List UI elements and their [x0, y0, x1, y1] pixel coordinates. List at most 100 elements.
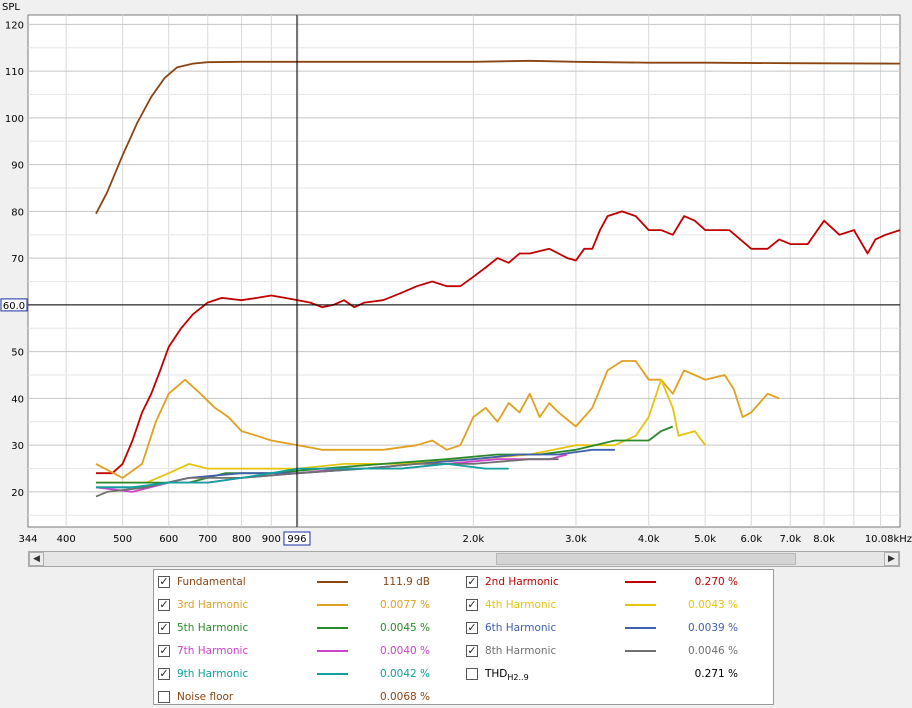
legend-item: ✓ 3rd Harmonic 0.0077 % — [154, 596, 460, 616]
legend-value: 0.0042 % — [379, 668, 430, 680]
legend-swatch — [317, 650, 348, 652]
legend-item: ✓ 6th Harmonic 0.0039 % — [462, 619, 768, 639]
series-line — [95, 59, 901, 215]
y-tick-label: 40 — [11, 394, 24, 405]
legend-checkbox[interactable] — [466, 668, 478, 680]
legend-checkbox[interactable] — [158, 691, 170, 703]
legend-panel: ✓ Fundamental 111.9 dB ✓ 2nd Harmonic 0.270 %… — [153, 569, 774, 705]
legend-swatch — [625, 627, 656, 629]
legend-label-text: 9th Harmonic — [177, 668, 249, 680]
series-line — [96, 210, 901, 475]
x-tick-label: 10.08kHz — [865, 534, 912, 545]
legend-label-text: 3rd Harmonic — [177, 599, 249, 611]
legend-label-text: 2nd Harmonic — [485, 576, 559, 588]
legend-item: ✓ 8th Harmonic 0.0046 % — [462, 642, 768, 662]
legend-swatch — [625, 650, 656, 652]
legend-label: 5th Harmonic — [177, 622, 248, 634]
x-tick-label: 6.0k — [740, 534, 762, 545]
legend-swatch — [317, 581, 348, 583]
legend-item: ✓ 5th Harmonic 0.0045 % — [154, 619, 460, 639]
y-tick-label: 100 — [5, 114, 24, 125]
x-tick-label: 2.0k — [462, 534, 484, 545]
legend-label: Noise floor — [177, 691, 233, 703]
legend-checkbox[interactable]: ✓ — [466, 621, 478, 634]
legend-label: THDH2..9 — [485, 668, 529, 682]
cursor-y-readout: 60.0 — [3, 301, 25, 312]
legend-value: 0.0040 % — [379, 645, 430, 657]
y-tick-label: 90 — [11, 161, 24, 172]
legend-checkbox[interactable]: ✓ — [466, 644, 478, 657]
series-line — [96, 463, 509, 489]
horizontal-scrollbar[interactable]: ◀ ▶ — [28, 551, 900, 567]
y-tick-label: 120 — [5, 20, 24, 31]
legend-label-text: 7th Harmonic — [177, 645, 249, 657]
y-tick-label: 80 — [11, 207, 24, 218]
legend-item: ✓ Fundamental 111.9 dB — [154, 573, 460, 593]
spl-chart[interactable]: 2030405060708090100110120SPL344400500600… — [0, 0, 912, 550]
x-tick-label: 4.0k — [638, 534, 660, 545]
legend-item: ✓ 9th Harmonic 0.0042 % — [154, 665, 460, 685]
x-tick-label: 900 — [262, 534, 281, 545]
legend-label: Fundamental — [177, 576, 246, 588]
legend-swatch — [625, 581, 656, 583]
y-axis-label: SPL — [2, 2, 20, 13]
legend-label-text: Fundamental — [177, 576, 246, 588]
legend-label-text: THD — [485, 668, 508, 680]
x-tick-label: 344 — [18, 534, 37, 545]
legend-checkbox[interactable]: ✓ — [158, 667, 170, 680]
series-line — [95, 360, 780, 479]
legend-swatch — [317, 604, 348, 606]
legend-checkbox[interactable]: ✓ — [158, 598, 170, 611]
y-tick-label: 30 — [11, 441, 24, 452]
legend-label: 2nd Harmonic — [485, 576, 559, 588]
legend-label-text: 8th Harmonic — [485, 645, 557, 657]
scroll-thumb[interactable] — [496, 553, 796, 565]
legend-item: ✓ 2nd Harmonic 0.270 % — [462, 573, 768, 593]
y-tick-label: 110 — [5, 67, 24, 78]
legend-value: 0.271 % — [694, 668, 738, 680]
x-tick-label: 700 — [198, 534, 217, 545]
x-tick-label: 500 — [113, 534, 132, 545]
legend-label: 9th Harmonic — [177, 668, 248, 680]
cursor-y-readout-box — [0, 298, 28, 312]
x-tick-label: 7.0k — [779, 534, 801, 545]
legend-value: 0.0043 % — [687, 599, 738, 611]
legend-label-subscript: H2..9 — [507, 673, 529, 682]
legend-label-text: Noise floor — [177, 691, 234, 703]
y-tick-label: 20 — [11, 488, 24, 499]
legend-value: 0.0068 % — [379, 691, 430, 703]
legend-swatch — [625, 604, 656, 606]
legend-checkbox[interactable]: ✓ — [158, 575, 170, 588]
x-tick-label: 600 — [159, 534, 178, 545]
x-tick-label: 5.0k — [694, 534, 716, 545]
series-line — [95, 458, 559, 498]
scroll-left-arrow-icon[interactable]: ◀ — [29, 552, 44, 566]
x-tick-label: 3.0k — [565, 534, 587, 545]
legend-value: 0.270 % — [694, 576, 738, 588]
y-tick-label: 50 — [11, 348, 24, 359]
legend-label-text: 4th Harmonic — [485, 599, 557, 611]
legend-checkbox[interactable]: ✓ — [158, 644, 170, 657]
legend-value: 0.0045 % — [379, 622, 430, 634]
legend-checkbox[interactable]: ✓ — [466, 575, 478, 588]
x-tick-label: 8.0k — [813, 534, 835, 545]
legend-swatch — [317, 627, 348, 629]
y-tick-label: 70 — [11, 254, 24, 265]
legend-item: Noise floor 0.0068 % — [154, 688, 460, 708]
legend-swatch — [317, 673, 348, 675]
legend-value: 0.0077 % — [379, 599, 430, 611]
plot-area — [27, 14, 901, 528]
legend-label: 7th Harmonic — [177, 645, 248, 657]
cursor-x-readout-box — [283, 531, 311, 546]
series-line — [96, 425, 674, 484]
legend-checkbox[interactable]: ✓ — [466, 598, 478, 611]
x-tick-label: 800 — [232, 534, 251, 545]
legend-value: 0.0046 % — [687, 645, 738, 657]
scroll-right-arrow-icon[interactable]: ▶ — [884, 552, 899, 566]
legend-label: 4th Harmonic — [485, 599, 556, 611]
legend-item: ✓ 7th Harmonic 0.0040 % — [154, 642, 460, 662]
legend-label: 6th Harmonic — [485, 622, 556, 634]
legend-item: THDH2..9 0.271 % — [462, 665, 768, 685]
legend-checkbox[interactable]: ✓ — [158, 621, 170, 634]
legend-label-text: 5th Harmonic — [177, 622, 249, 634]
